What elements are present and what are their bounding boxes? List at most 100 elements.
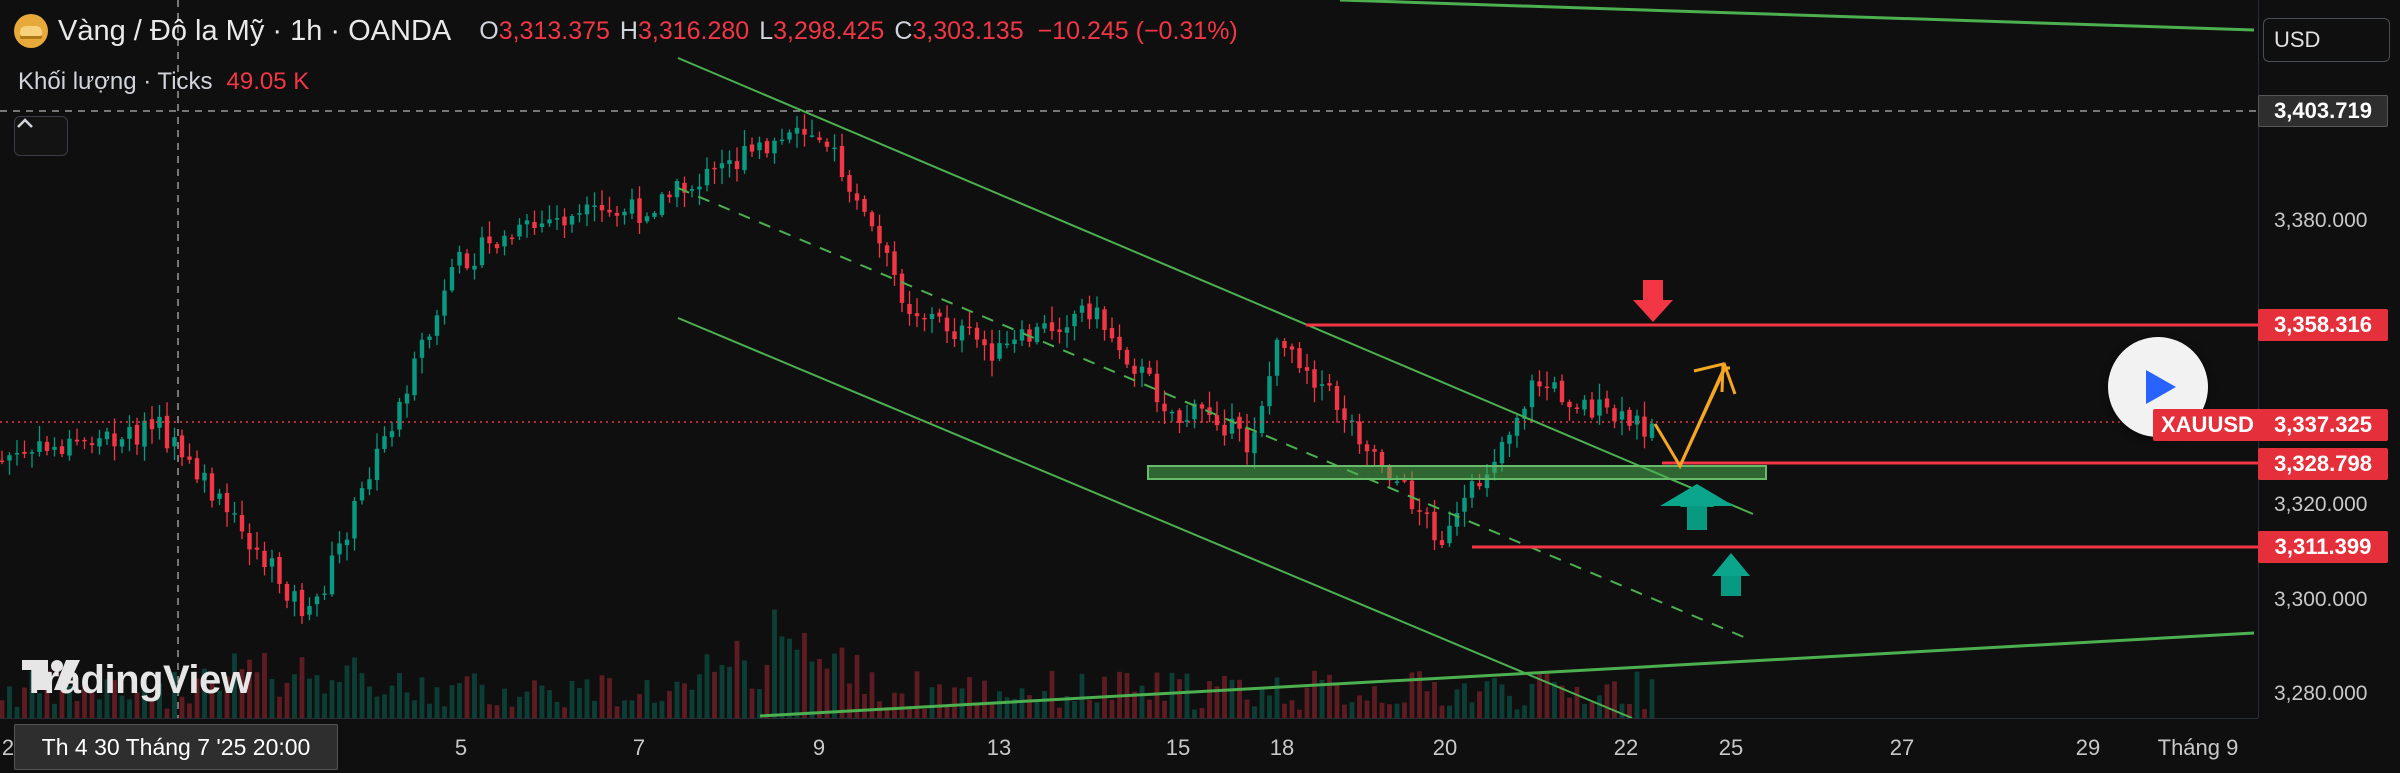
volume-bar bbox=[1162, 700, 1167, 718]
volume-bar bbox=[1634, 671, 1640, 718]
candle-body bbox=[1529, 380, 1535, 408]
price-axis[interactable] bbox=[2258, 0, 2400, 718]
candle-body bbox=[914, 313, 920, 317]
crosshair-time-label: Th 4 30 Tháng 7 '25 20:00 bbox=[14, 724, 338, 770]
volume-bar bbox=[689, 689, 695, 718]
candle-body bbox=[532, 221, 537, 229]
volume-bar bbox=[202, 668, 207, 718]
candle-body bbox=[127, 426, 132, 439]
volume-bar bbox=[862, 694, 867, 718]
candle-body bbox=[1619, 411, 1625, 420]
symbol-title[interactable]: Vàng / Đô la Mỹ · 1h · OANDA bbox=[58, 14, 452, 47]
candle-body bbox=[82, 439, 87, 442]
volume-bar bbox=[1319, 679, 1325, 718]
candle-body bbox=[262, 550, 267, 568]
candle-body bbox=[749, 144, 755, 152]
volume-bar bbox=[1642, 708, 1647, 718]
channel-upper-line[interactable] bbox=[677, 57, 1754, 515]
candle-body bbox=[59, 446, 65, 454]
candle-body bbox=[157, 416, 162, 428]
volume-bar bbox=[434, 687, 440, 718]
candle-body bbox=[877, 225, 882, 244]
volume-bar bbox=[329, 680, 335, 718]
candle-body bbox=[982, 339, 987, 346]
candle-body bbox=[974, 327, 980, 340]
volume-bar bbox=[967, 677, 972, 718]
candle-body bbox=[599, 204, 605, 211]
time-tick: 22 bbox=[1613, 735, 1639, 760]
upper-trendline[interactable] bbox=[1339, 0, 2255, 32]
candle-body bbox=[284, 584, 290, 601]
volume-bar bbox=[1192, 709, 1197, 718]
volume-bar bbox=[802, 632, 807, 718]
candle-body bbox=[629, 199, 635, 214]
tradingview-logo[interactable]: TradingView bbox=[22, 658, 252, 703]
down-arrow-icon[interactable] bbox=[1633, 280, 1673, 322]
volume-bar bbox=[704, 654, 710, 718]
candle-body bbox=[562, 216, 567, 226]
volume-bar bbox=[1477, 691, 1482, 718]
volume-legend[interactable]: Khối lượng · Ticks 49.05 K bbox=[18, 68, 309, 96]
up-arrow-icon[interactable] bbox=[1712, 553, 1750, 596]
candle-body bbox=[1274, 339, 1280, 376]
volume-bar bbox=[67, 685, 72, 718]
candle-body bbox=[1057, 329, 1062, 333]
channel-mid-dashed-line[interactable] bbox=[677, 187, 1747, 639]
volume-bar bbox=[22, 687, 27, 718]
volume-bar bbox=[554, 701, 560, 718]
volume-bar bbox=[749, 688, 755, 718]
collapse-legend-button[interactable] bbox=[14, 116, 68, 156]
projection-arrow-icon[interactable] bbox=[1653, 361, 1737, 470]
lower-trendline[interactable] bbox=[759, 631, 2255, 718]
volume-bar bbox=[922, 709, 927, 718]
candle-body bbox=[1319, 384, 1325, 386]
candle-body bbox=[1469, 481, 1475, 498]
candle-body bbox=[742, 145, 747, 171]
candle-body bbox=[344, 539, 350, 546]
candle-body bbox=[854, 193, 860, 201]
candle-body bbox=[817, 137, 822, 141]
candle-body bbox=[112, 433, 117, 447]
volume-bar bbox=[239, 669, 245, 718]
candle-body bbox=[374, 448, 380, 481]
up-arrow-icon[interactable] bbox=[1660, 484, 1734, 530]
candle-body bbox=[1507, 434, 1512, 444]
time-tick: 20 bbox=[1432, 735, 1458, 760]
candle-body bbox=[569, 216, 575, 225]
chevron-up-icon bbox=[17, 118, 33, 128]
volume-bar bbox=[344, 665, 350, 718]
channel-lower-line[interactable] bbox=[677, 317, 1633, 718]
volume-bar bbox=[74, 701, 80, 718]
volume-bar bbox=[359, 673, 365, 718]
candle-body bbox=[352, 501, 357, 539]
price-tick: 3,320.000 bbox=[2274, 493, 2368, 516]
volume-bar bbox=[119, 695, 125, 718]
volume-bar bbox=[539, 685, 545, 718]
candle-body bbox=[727, 160, 732, 165]
currency-selector[interactable]: USD bbox=[2263, 18, 2390, 62]
candle-body bbox=[14, 452, 20, 455]
candle-body bbox=[869, 212, 875, 227]
volume-bar bbox=[1559, 685, 1565, 718]
support-zone[interactable] bbox=[1147, 465, 1767, 480]
volume-bar bbox=[817, 659, 822, 718]
symbol-legend[interactable]: Vàng / Đô la Mỹ · 1h · OANDA O 3,313.375 … bbox=[14, 14, 1238, 48]
volume-bar bbox=[1244, 699, 1250, 718]
candle-body bbox=[697, 186, 702, 190]
volume-bar bbox=[352, 657, 357, 718]
play-icon bbox=[2146, 370, 2176, 404]
volume-bar bbox=[1522, 705, 1527, 718]
candlestick-chart[interactable] bbox=[0, 0, 2258, 718]
candle-body bbox=[179, 435, 185, 458]
candle-body bbox=[97, 438, 102, 447]
volume-bar bbox=[487, 704, 492, 718]
volume-bar bbox=[757, 689, 762, 718]
volume-bar bbox=[337, 681, 342, 718]
chart-pane[interactable]: Vàng / Đô la Mỹ · 1h · OANDA O 3,313.375 … bbox=[0, 0, 2258, 718]
candle-body bbox=[1229, 418, 1235, 434]
candle-body bbox=[434, 315, 440, 336]
volume-bar bbox=[1252, 706, 1257, 718]
volume-bar bbox=[1454, 689, 1460, 718]
time-axis[interactable] bbox=[0, 718, 2258, 773]
volume-bar bbox=[1567, 697, 1572, 718]
